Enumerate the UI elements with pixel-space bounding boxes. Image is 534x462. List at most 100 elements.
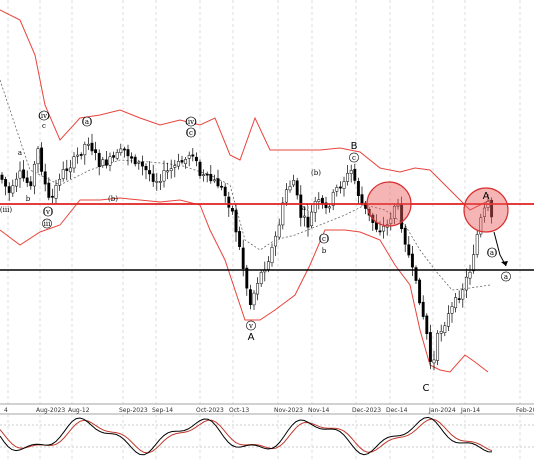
x-tick-label: Jan-14 <box>460 407 480 414</box>
wave-label-circle <box>42 218 52 229</box>
wave-label-circle <box>39 110 49 121</box>
highlight-circle <box>463 187 509 233</box>
candle-body <box>29 181 33 187</box>
candle-body <box>220 185 224 188</box>
candle-body <box>61 169 65 179</box>
candle-body <box>295 180 299 196</box>
wave-label: (a) <box>487 249 497 257</box>
candle-body <box>166 170 170 173</box>
candle-body <box>86 143 90 146</box>
candle-body <box>155 181 159 183</box>
candle-body <box>443 325 447 333</box>
candle-body <box>58 178 62 186</box>
candle-body <box>148 170 152 175</box>
candle-body <box>158 181 162 183</box>
wave-label: b <box>322 247 327 255</box>
candle-body <box>472 254 476 272</box>
x-tick-label: Aug-12 <box>68 407 90 414</box>
wave-label: a <box>504 273 508 281</box>
oscillator-main-line <box>0 416 493 456</box>
candle-body <box>54 185 58 199</box>
candle-body <box>396 204 400 207</box>
wave-label: A <box>483 191 490 202</box>
grid-lines <box>7 0 521 404</box>
candle-body <box>349 170 353 174</box>
candle-body <box>50 195 54 198</box>
candle-body <box>216 178 220 187</box>
candle-body <box>0 174 4 180</box>
candle-body <box>194 156 198 162</box>
candle-body <box>133 156 137 165</box>
candle-body <box>11 185 15 194</box>
candle-body <box>432 359 436 364</box>
horizontal-levels <box>0 203 534 271</box>
candle-body <box>241 247 245 269</box>
candle-body <box>151 173 155 182</box>
candle-body <box>119 148 123 154</box>
candle-body <box>436 333 440 361</box>
wave-label: A <box>248 332 255 343</box>
x-tick-label: Dec-2023 <box>352 407 381 414</box>
candle-body <box>410 253 414 268</box>
wave-labels: (iii)b(iv)ca(v)iii(a)(b)(iv)(c)vA(a)(b)(… <box>0 110 511 394</box>
candle-body <box>18 170 22 179</box>
candle-body <box>65 168 69 171</box>
wave-label: B <box>351 141 358 152</box>
candle-body <box>266 261 270 270</box>
candle-body <box>173 165 177 168</box>
candle-body <box>353 168 357 181</box>
candle-body <box>360 194 364 204</box>
wave-label: c <box>42 122 46 130</box>
x-tick-label: Oct-2023 <box>196 407 224 414</box>
candle-body <box>342 181 346 189</box>
wave-label: C <box>423 383 430 394</box>
candle-body <box>338 186 342 189</box>
candle-body <box>76 154 80 157</box>
candle-body <box>234 209 238 233</box>
candle-body <box>176 161 180 167</box>
candle-body <box>302 215 306 218</box>
candle-body <box>356 181 360 196</box>
candle-body <box>382 225 386 232</box>
candle-body <box>43 171 47 185</box>
candle-body <box>277 224 281 238</box>
candle-body <box>137 161 141 164</box>
arrow-head <box>501 261 508 266</box>
candle-body <box>205 173 209 176</box>
candle-body <box>7 186 11 193</box>
candle-body <box>115 152 119 159</box>
wave-label: (iv) <box>38 112 50 120</box>
candle-body <box>212 179 216 182</box>
candle-body <box>374 222 378 230</box>
candle-body <box>252 292 256 306</box>
oscillator-pane <box>0 414 534 462</box>
x-tick-label: 4 <box>4 407 8 414</box>
wave-label: (iii) <box>0 206 12 214</box>
x-tick-label: Oct-13 <box>229 407 249 414</box>
candle-body <box>245 267 249 289</box>
candle-body <box>428 332 432 362</box>
candle-body <box>259 272 263 285</box>
candle-body <box>83 144 87 156</box>
wave-label: (c) <box>186 129 196 137</box>
candle-body <box>490 199 494 218</box>
x-tick-label: Aug-2023 <box>36 407 65 414</box>
candle-body <box>256 283 260 295</box>
candle-body <box>187 155 191 159</box>
candle-body <box>346 173 350 182</box>
candle-body <box>122 148 126 151</box>
candle-body <box>378 230 382 233</box>
candle-body <box>421 301 425 317</box>
candle-body <box>104 159 108 166</box>
candle-body <box>191 154 195 157</box>
wave-label-circle <box>319 233 329 244</box>
candle-body <box>32 163 36 187</box>
candle-body <box>209 173 213 182</box>
wave-label-circle <box>349 152 359 163</box>
wave-label: v <box>248 322 253 330</box>
candle-body <box>389 218 393 224</box>
candle-body <box>313 201 317 213</box>
candle-body <box>72 156 76 169</box>
candle-body <box>248 289 252 305</box>
